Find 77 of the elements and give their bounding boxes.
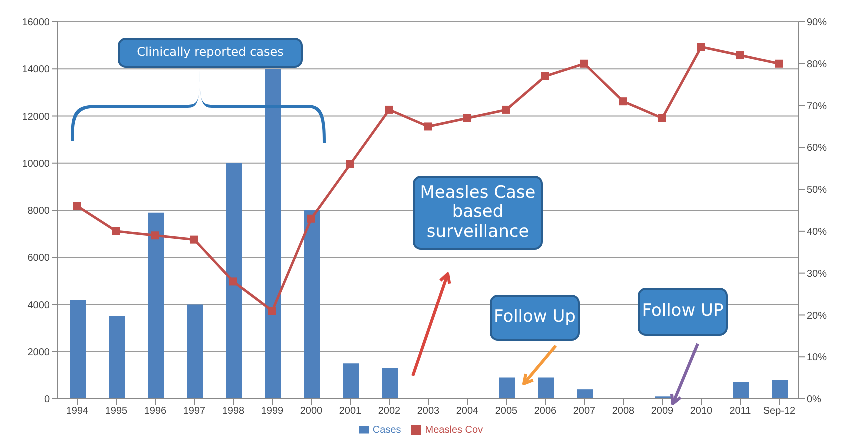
point bbox=[268, 307, 276, 316]
y-tick-label: 16000 bbox=[22, 18, 50, 29]
point bbox=[346, 160, 354, 168]
y2-tick-label: 80% bbox=[807, 59, 828, 70]
x-tick-label: 2006 bbox=[534, 406, 558, 418]
bar bbox=[148, 212, 164, 399]
y-tick-label: 10000 bbox=[22, 158, 50, 170]
point bbox=[776, 60, 784, 68]
point bbox=[502, 106, 510, 114]
point bbox=[112, 227, 120, 236]
y-tick-label: 2000 bbox=[28, 347, 50, 358]
bar bbox=[343, 364, 359, 399]
y2-tick-label: 10% bbox=[807, 352, 828, 364]
x-tick-label: 2009 bbox=[651, 406, 674, 418]
point bbox=[658, 114, 666, 122]
y2-tick-label: 60% bbox=[807, 143, 828, 154]
point bbox=[580, 60, 588, 68]
x-tick-label: 1998 bbox=[222, 406, 246, 418]
x-tick-label: 2002 bbox=[378, 406, 402, 418]
point bbox=[74, 202, 82, 210]
x-tick-label: 2001 bbox=[339, 406, 362, 418]
x-tick-label: 2005 bbox=[495, 406, 518, 418]
bar bbox=[70, 300, 86, 399]
x-tick-label: 1997 bbox=[183, 406, 206, 418]
y-tick-label: 4000 bbox=[28, 300, 50, 312]
point bbox=[152, 232, 160, 240]
y-tick-label: 0 bbox=[44, 394, 50, 406]
y-tick-label: 8000 bbox=[28, 206, 50, 218]
point bbox=[698, 43, 706, 52]
bar bbox=[304, 210, 320, 399]
y-tick-label: 12000 bbox=[22, 112, 50, 123]
bar bbox=[772, 380, 788, 399]
point bbox=[464, 114, 472, 122]
x-tick-label: 2007 bbox=[573, 406, 596, 418]
x-tick-label: 1996 bbox=[144, 406, 168, 418]
x-tick-label: 2010 bbox=[690, 406, 714, 418]
y2-tick-label: 0% bbox=[807, 394, 822, 406]
point bbox=[542, 72, 550, 80]
annotation: Measles Case based surveillance bbox=[413, 176, 543, 250]
bar bbox=[538, 378, 554, 399]
point bbox=[424, 122, 432, 131]
bar bbox=[226, 163, 242, 399]
point bbox=[386, 106, 394, 114]
x-tick-label: 2000 bbox=[300, 406, 324, 418]
y-tick-label: 6000 bbox=[28, 253, 50, 264]
x-tick-label: 2008 bbox=[612, 406, 636, 418]
x-tick-label: 1999 bbox=[261, 406, 284, 418]
annotation: Follow Up bbox=[490, 295, 580, 341]
bar bbox=[499, 378, 515, 399]
y-tick-label: 14000 bbox=[22, 64, 50, 76]
x-tick-label: 2003 bbox=[417, 406, 440, 418]
x-tick-label: 2011 bbox=[730, 406, 752, 418]
y2-tick-label: 30% bbox=[807, 268, 828, 280]
annotation: Clinically reported cases bbox=[118, 38, 303, 68]
point bbox=[620, 98, 628, 106]
point bbox=[230, 278, 238, 286]
x-tick-label: 1994 bbox=[66, 406, 90, 418]
bar bbox=[109, 316, 125, 399]
bar bbox=[187, 304, 203, 399]
y2-tick-label: 40% bbox=[807, 226, 828, 238]
y2-tick-label: 90% bbox=[807, 18, 828, 29]
y2-tick-label: 20% bbox=[807, 310, 828, 322]
point bbox=[190, 236, 198, 244]
bar bbox=[382, 368, 398, 399]
legend-label: Measles Cov bbox=[425, 425, 484, 436]
legend-label: Cases bbox=[372, 425, 402, 436]
annotation: Follow UP bbox=[638, 288, 728, 336]
x-tick-label: 1995 bbox=[105, 406, 128, 418]
y2-tick-label: 50% bbox=[807, 185, 828, 196]
point bbox=[736, 52, 744, 60]
bar bbox=[265, 69, 281, 399]
x-tick-label: Sep-12 bbox=[763, 406, 796, 418]
point bbox=[308, 214, 316, 223]
bar bbox=[733, 382, 749, 399]
x-tick-label: 2004 bbox=[456, 406, 480, 418]
y2-tick-label: 70% bbox=[807, 101, 828, 112]
bar bbox=[577, 390, 593, 399]
